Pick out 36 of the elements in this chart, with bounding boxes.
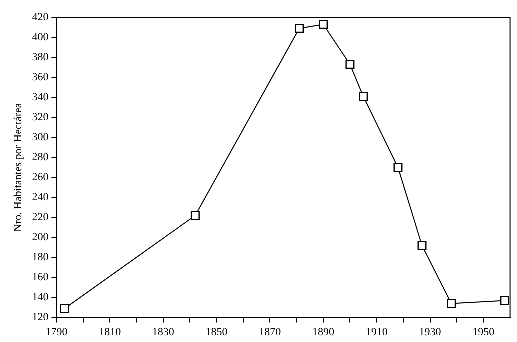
point [60, 304, 70, 314]
x-tick-label: 1910 [366, 326, 388, 338]
y-tick-label: 280 [32, 152, 50, 164]
y-tick-label: 180 [32, 252, 50, 264]
x-tick-label: 1930 [419, 326, 442, 338]
y-tick-label: 160 [32, 272, 50, 284]
y-tick-label: 140 [32, 292, 50, 304]
point [319, 20, 328, 30]
y-tick-label: 260 [32, 172, 50, 184]
y-tick-label: 120 [32, 312, 50, 324]
point [359, 92, 368, 102]
x-tick-label: 1790 [46, 326, 68, 338]
point [447, 299, 456, 308]
point [394, 163, 403, 172]
y-tick-label: 380 [32, 52, 50, 64]
y-tick-label: 320 [32, 112, 50, 124]
x-tick-label: 1810 [99, 326, 122, 338]
y-tick-label: 400 [32, 32, 50, 44]
point [346, 60, 355, 70]
point [500, 296, 510, 306]
point [418, 241, 427, 250]
y-tick-label: 340 [32, 92, 50, 104]
point [295, 24, 304, 34]
y-tick-label: 300 [32, 132, 50, 144]
x-tick-label: 1890 [312, 326, 336, 338]
point [190, 211, 200, 220]
y-tick-label: 240 [32, 192, 50, 204]
y-tick-label: 360 [32, 72, 50, 84]
y-tick-label: 420 [32, 11, 50, 24]
x-tick-label: 1950 [472, 326, 496, 338]
y-axis-title: Nro. Habitantes por Hectárea [12, 103, 24, 232]
x-tick-label: 1830 [152, 326, 175, 338]
x-tick-label: 1850 [206, 326, 228, 338]
y-tick-label: 200 [32, 232, 50, 244]
x-tick-label: 1870 [259, 326, 282, 338]
y-tick-label: 220 [32, 212, 50, 224]
